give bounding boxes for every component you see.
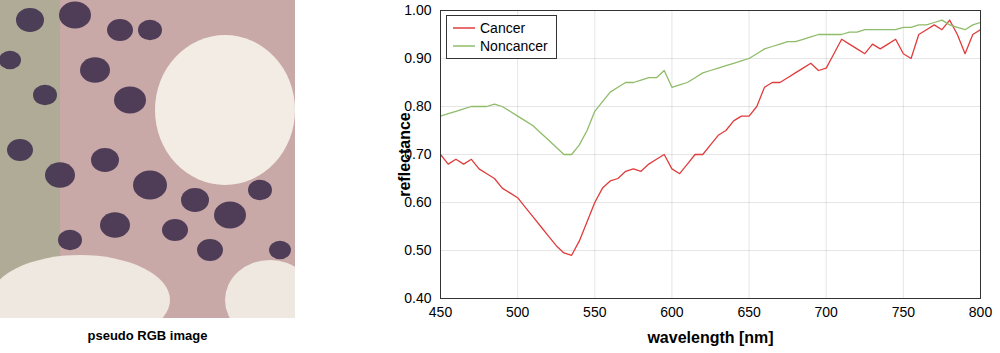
svg-text:0.40: 0.40 <box>404 290 431 306</box>
svg-text:0.70: 0.70 <box>404 146 432 162</box>
svg-text:reflectance: reflectance <box>396 112 413 197</box>
svg-text:800: 800 <box>969 304 993 320</box>
svg-text:550: 550 <box>583 304 607 320</box>
svg-text:0.60: 0.60 <box>404 194 432 210</box>
svg-text:wavelength [nm]: wavelength [nm] <box>646 329 773 346</box>
svg-text:700: 700 <box>815 304 839 320</box>
svg-text:750: 750 <box>892 304 916 320</box>
svg-text:650: 650 <box>737 304 761 320</box>
svg-text:0.50: 0.50 <box>404 242 431 258</box>
svg-text:1.00: 1.00 <box>404 2 431 18</box>
svg-text:600: 600 <box>660 304 684 320</box>
html-text:Cancer: Cancer <box>480 20 526 36</box>
html-text:Noncancer: Noncancer <box>480 38 548 54</box>
svg-text:0.90: 0.90 <box>404 50 431 66</box>
svg-text:450: 450 <box>429 304 453 320</box>
svg-text:0.80: 0.80 <box>404 98 431 114</box>
html-text:pseudo RGB image: pseudo RGB image <box>87 328 208 343</box>
svg-text:500: 500 <box>506 304 530 320</box>
